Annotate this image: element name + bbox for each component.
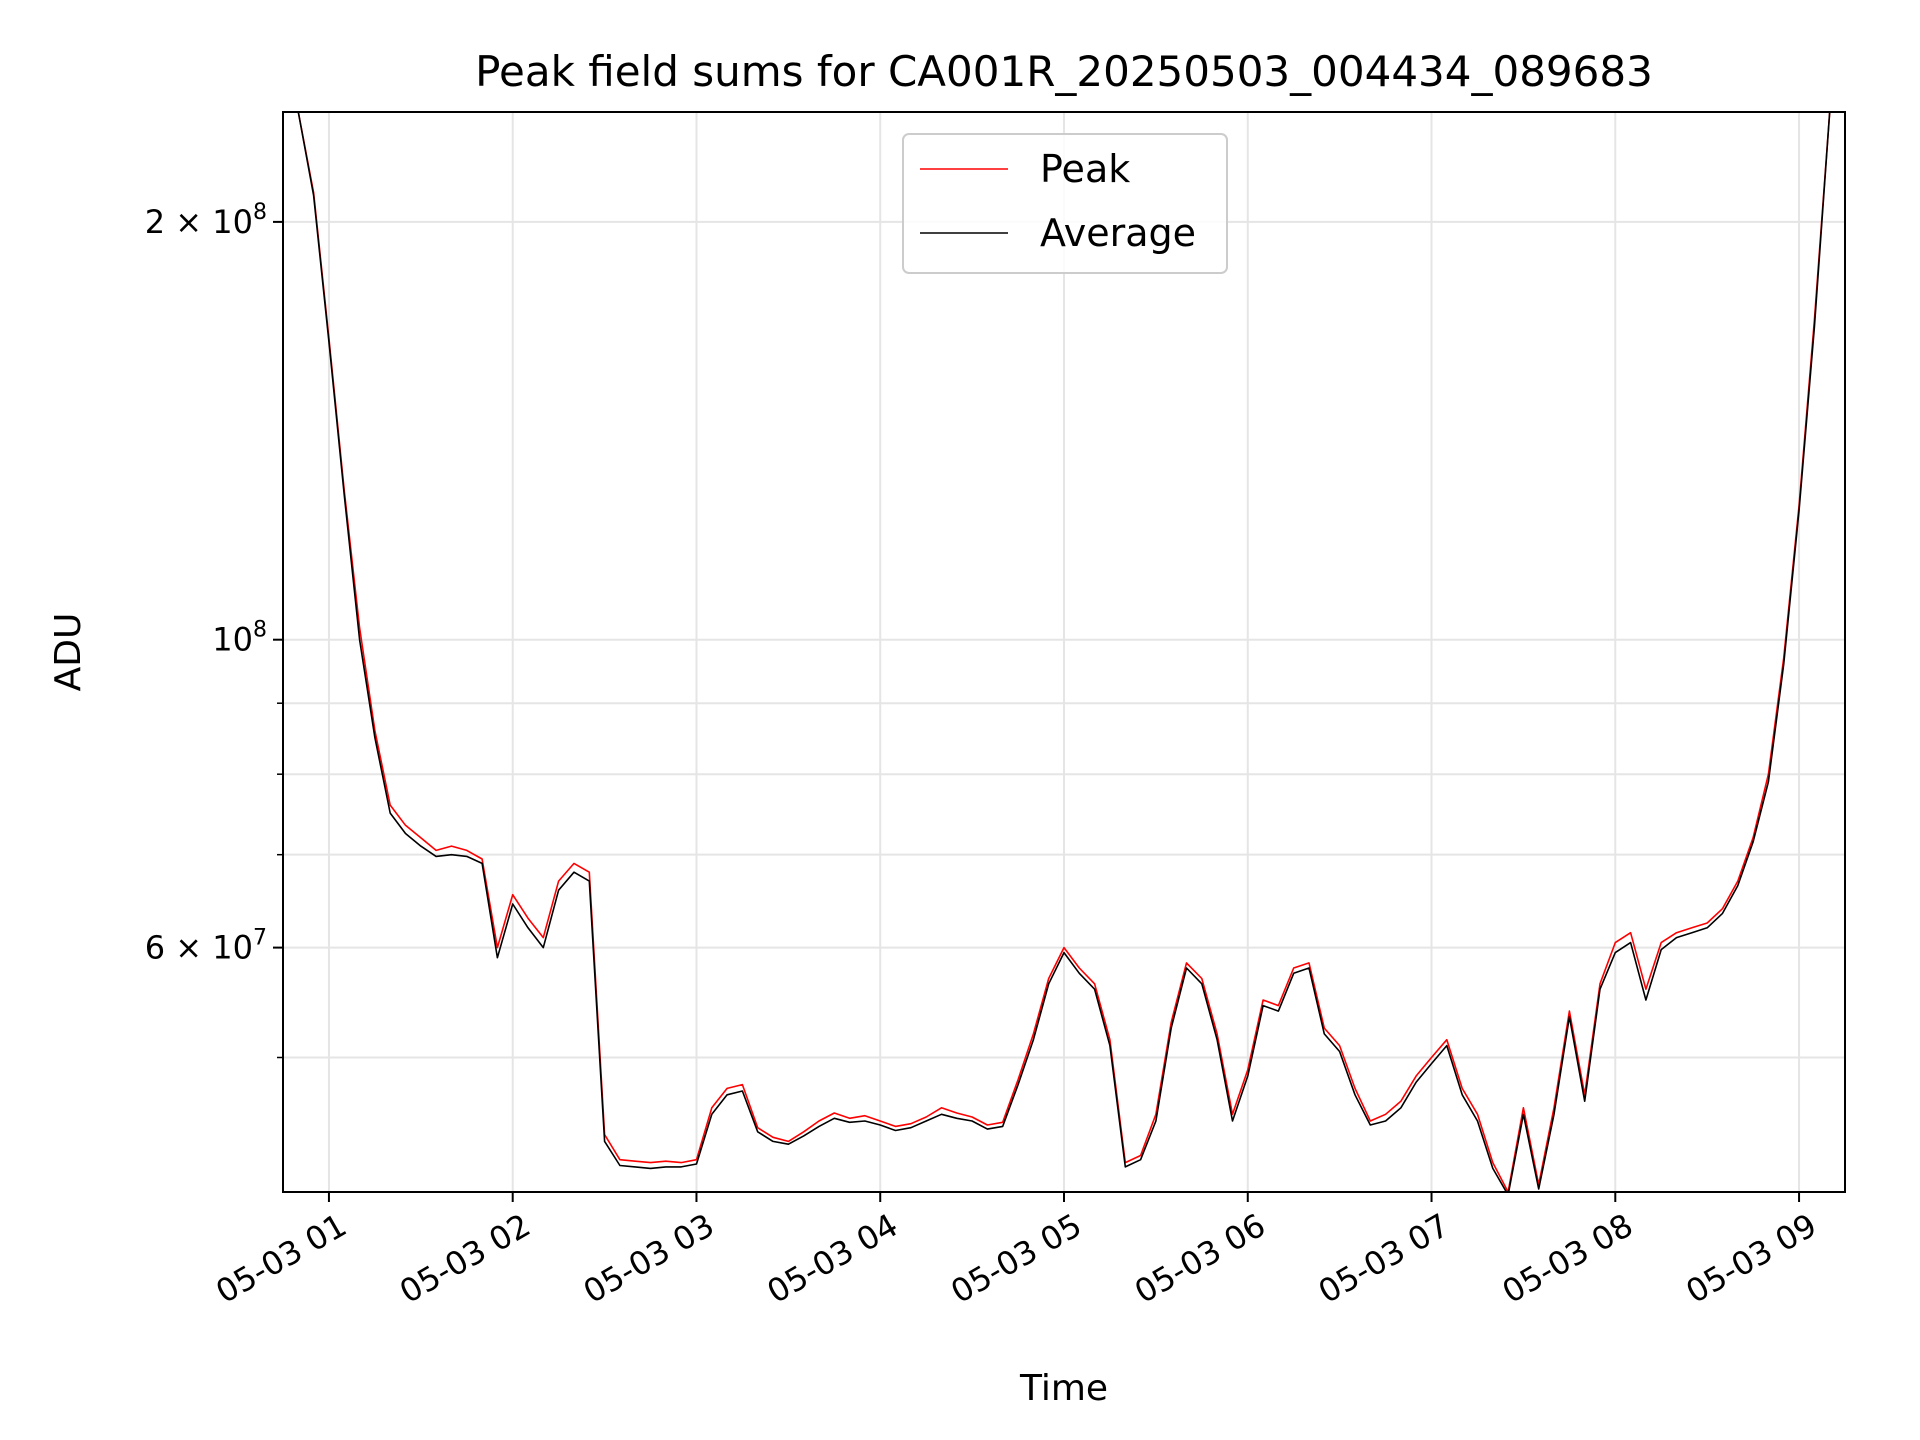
y-axis-ticks: 6 × 107 108 2 × 108 xyxy=(145,200,283,1059)
x-axis-label: Time xyxy=(1019,1368,1108,1409)
legend: Peak Average xyxy=(902,133,1228,274)
series-line-average xyxy=(297,112,1831,1192)
legend-label-peak: Peak xyxy=(1040,147,1130,191)
chart-title: Peak field sums for CA001R_20250503_0044… xyxy=(475,47,1653,96)
y-axis-label: ADU xyxy=(48,613,89,692)
plot-series xyxy=(297,112,1831,1192)
series-line-peak xyxy=(297,112,1831,1192)
legend-label-average: Average xyxy=(1040,211,1196,255)
y-tick-label: 6 × 107 xyxy=(145,926,267,967)
y-tick-label: 108 xyxy=(212,618,267,659)
y-tick-label: 2 × 108 xyxy=(145,200,267,241)
